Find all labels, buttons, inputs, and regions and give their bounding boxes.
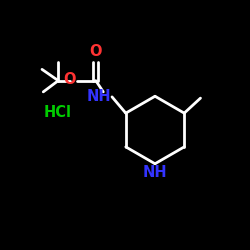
Text: HCl: HCl [44,105,72,120]
Text: O: O [63,72,76,87]
Text: O: O [90,44,102,59]
Text: NH: NH [143,165,167,180]
Text: NH: NH [86,90,111,104]
